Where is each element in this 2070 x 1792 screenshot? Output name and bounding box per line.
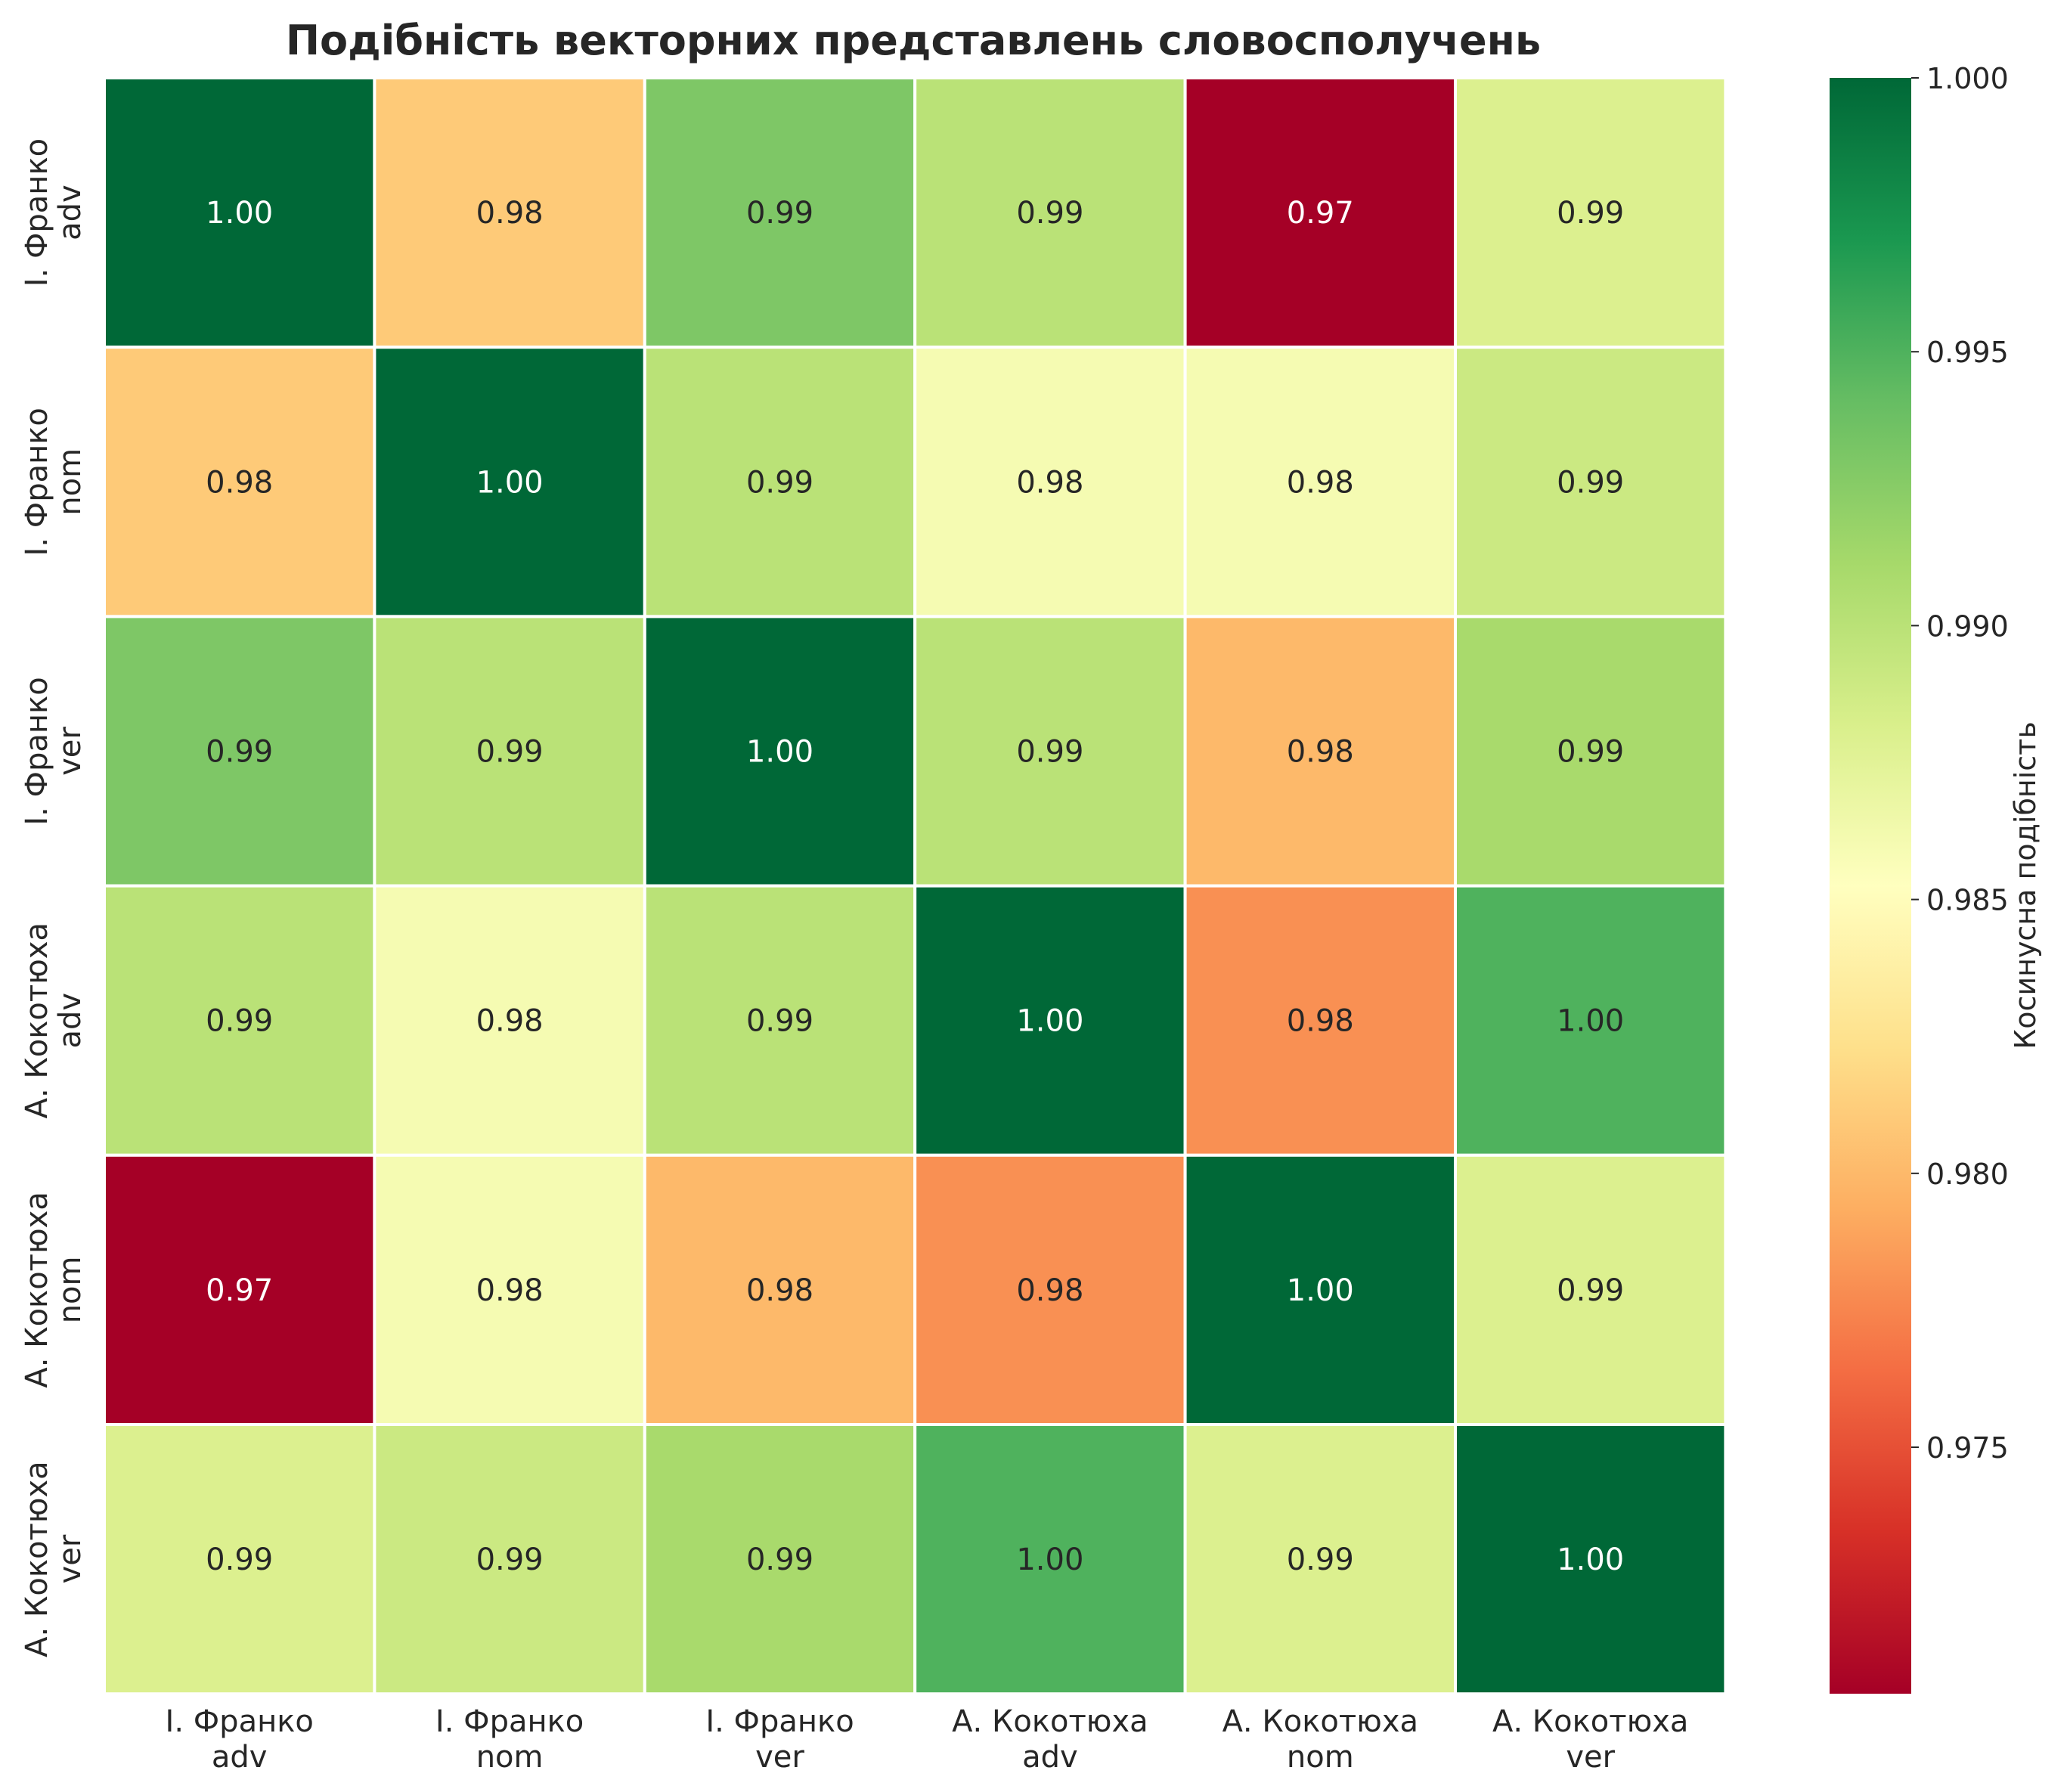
cell-annotation: 0.99 — [1016, 735, 1083, 770]
heatmap-cell — [1183, 615, 1457, 888]
heatmap-cell — [103, 884, 377, 1157]
heatmap-cell — [103, 1423, 377, 1696]
heatmap-cell — [913, 884, 1187, 1157]
cell-annotation: 0.98 — [476, 196, 544, 231]
cell-annotation: 0.98 — [1016, 1273, 1083, 1308]
cell-annotation: 0.99 — [1557, 465, 1624, 500]
heatmap-cell — [643, 884, 917, 1157]
heatmap-cell — [913, 615, 1187, 888]
cell-annotation: 0.99 — [1016, 196, 1083, 231]
cell-annotation: 0.99 — [746, 1542, 813, 1577]
row-labels: I. Франкоadv I. Франкоnom I. Франкоver А. К… — [20, 138, 88, 1657]
cell-annotation: 0.99 — [476, 1542, 544, 1577]
cell-annotation: 0.98 — [1287, 465, 1354, 500]
cell-annotation: 0.98 — [1287, 1004, 1354, 1039]
heatmap-cell — [373, 346, 646, 619]
cell-annotation: 0.98 — [746, 1273, 813, 1308]
colorbar-tick-label: 0.995 — [1926, 336, 2009, 369]
cell-annotation: 0.98 — [1287, 735, 1354, 770]
colorbar-tick-label: 0.975 — [1926, 1431, 2009, 1465]
cell-annotation: 0.97 — [206, 1273, 273, 1308]
cell-annotation: 0.99 — [746, 196, 813, 231]
heatmap-cell — [103, 1153, 377, 1427]
colorbar-tick-label: 0.990 — [1926, 609, 2009, 643]
cell-annotation: 1.00 — [746, 735, 813, 770]
heatmap-cell — [643, 76, 917, 349]
heatmap-cell — [1454, 615, 1728, 888]
heatmap-cells: 1.00 0.98 0.99 0.99 0.97 0.99 0.98 1.00 0.99 0.98… — [103, 76, 1728, 1696]
heatmap-cell — [913, 76, 1187, 349]
row-label: I. Франкоnom — [20, 408, 88, 556]
row-label: I. Франкоadv — [20, 138, 88, 287]
cell-annotation: 1.00 — [1016, 1004, 1083, 1039]
column-label: А. Кокотюха adv — [952, 1704, 1148, 1775]
heatmap-cell — [913, 346, 1187, 619]
cell-annotation: 0.98 — [1016, 465, 1083, 500]
heatmap-cell — [643, 615, 917, 888]
row-label: А. Кокотюхаnom — [20, 1192, 88, 1387]
cell-annotation: 0.97 — [1287, 196, 1354, 231]
heatmap-cell — [643, 1153, 917, 1427]
colorbar-gradient — [1830, 78, 1911, 1694]
colorbar: 0.975 0.980 0.985 0.990 0.995 1.000 Косинусна… — [1830, 62, 2042, 1694]
cell-annotation: 1.00 — [476, 465, 544, 500]
heatmap-cell — [1454, 346, 1728, 619]
column-label: А. Кокотюха nom — [1222, 1704, 1418, 1775]
heatmap-cell — [373, 615, 646, 888]
heatmap-cell — [1183, 76, 1457, 349]
cell-annotation: 1.00 — [1557, 1004, 1624, 1039]
cell-annotation: 0.99 — [206, 1004, 273, 1039]
cell-annotation: 0.99 — [1557, 1273, 1624, 1308]
heatmap-cell — [1454, 1423, 1728, 1696]
heatmap-cell — [913, 1423, 1187, 1696]
cell-annotation: 0.99 — [1287, 1542, 1354, 1577]
colorbar-tick-label: 0.985 — [1926, 884, 2009, 917]
heatmap-cell — [103, 615, 377, 888]
cell-annotation: 0.99 — [206, 735, 273, 770]
column-label: I. Франко ver — [705, 1704, 854, 1775]
heatmap-cell — [1454, 884, 1728, 1157]
cell-annotation: 0.99 — [206, 1542, 273, 1577]
cell-annotation: 0.98 — [206, 465, 273, 500]
cell-annotation: 0.98 — [476, 1273, 544, 1308]
cell-annotation: 0.98 — [476, 1004, 544, 1039]
cell-annotation: 1.00 — [1016, 1542, 1083, 1577]
cell-annotation: 1.00 — [1287, 1273, 1354, 1308]
column-labels: I. Франко adv I. Франко nom I. Франко ver А. К… — [166, 1704, 1689, 1775]
cell-annotation: 1.00 — [1557, 1542, 1624, 1577]
cell-annotation: 0.99 — [746, 1004, 813, 1039]
column-label: I. Франко adv — [166, 1704, 314, 1775]
heatmap-cell — [1183, 1423, 1457, 1696]
cell-annotation: 0.99 — [476, 735, 544, 770]
heatmap-cell — [1454, 1153, 1728, 1427]
row-label: А. Кокотюхаadv — [20, 922, 88, 1118]
row-label: I. Франкоver — [20, 677, 88, 825]
heatmap-cell — [103, 76, 377, 349]
heatmap-cell — [373, 884, 646, 1157]
cell-annotation: 0.99 — [1557, 735, 1624, 770]
heatmap-cell — [1454, 76, 1728, 349]
colorbar-tick-label: 0.980 — [1926, 1158, 2009, 1191]
chart-title: Подібність векторних представлень словос… — [286, 17, 1541, 64]
heatmap-cell — [1183, 1153, 1457, 1427]
cell-annotation: 0.99 — [746, 465, 813, 500]
heatmap-cell — [913, 1153, 1187, 1427]
cell-annotation: 0.99 — [1557, 196, 1624, 231]
colorbar-ticks: 0.975 0.980 0.985 0.990 0.995 1.000 — [1911, 62, 2009, 1465]
heatmap-cell — [373, 76, 646, 349]
column-label: А. Кокотюха ver — [1492, 1704, 1688, 1775]
heatmap-cell — [1183, 884, 1457, 1157]
colorbar-tick-label: 1.000 — [1926, 62, 2009, 95]
column-label: I. Франко nom — [435, 1704, 584, 1775]
cell-annotation: 1.00 — [206, 196, 273, 231]
row-label: А. Кокотюхаver — [20, 1461, 88, 1657]
colorbar-label: Косинусна подібність — [2009, 721, 2042, 1049]
